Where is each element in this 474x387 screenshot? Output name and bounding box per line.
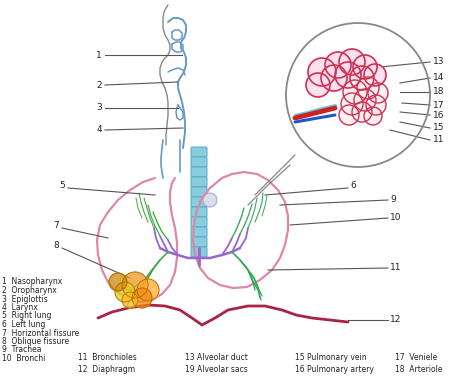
FancyBboxPatch shape xyxy=(191,227,207,237)
FancyBboxPatch shape xyxy=(191,247,207,257)
Text: 19 Alveolar sacs: 19 Alveolar sacs xyxy=(185,365,248,375)
Circle shape xyxy=(353,55,377,79)
Text: 15: 15 xyxy=(433,123,445,132)
Circle shape xyxy=(354,89,376,111)
FancyBboxPatch shape xyxy=(191,157,207,167)
Text: 16: 16 xyxy=(433,111,445,120)
Text: 13: 13 xyxy=(433,58,445,67)
Circle shape xyxy=(308,58,336,86)
Text: 12  Diaphragm: 12 Diaphragm xyxy=(78,365,135,375)
Text: 16 Pulmonary artery: 16 Pulmonary artery xyxy=(295,365,374,375)
FancyBboxPatch shape xyxy=(191,177,207,187)
Text: 17: 17 xyxy=(433,101,445,110)
FancyBboxPatch shape xyxy=(191,187,207,197)
Circle shape xyxy=(364,64,386,86)
Text: 1  Nasopharynx: 1 Nasopharynx xyxy=(2,277,62,286)
Circle shape xyxy=(350,66,374,90)
Text: 7: 7 xyxy=(53,221,59,231)
Circle shape xyxy=(109,273,127,291)
Text: 2  Oropharynx: 2 Oropharynx xyxy=(2,286,57,295)
FancyBboxPatch shape xyxy=(191,147,207,157)
Circle shape xyxy=(357,77,379,99)
Text: 11  Bronchioles: 11 Bronchioles xyxy=(78,353,137,363)
Text: 14: 14 xyxy=(433,74,444,82)
Circle shape xyxy=(352,102,372,122)
Circle shape xyxy=(306,73,330,97)
Text: 15 Pulmonary vein: 15 Pulmonary vein xyxy=(295,353,366,363)
Text: 11: 11 xyxy=(433,135,445,144)
Text: 5  Right lung: 5 Right lung xyxy=(2,312,51,320)
Circle shape xyxy=(341,93,363,115)
Circle shape xyxy=(137,279,159,301)
Text: 10: 10 xyxy=(390,214,401,223)
Text: 8: 8 xyxy=(53,241,59,250)
Text: 12: 12 xyxy=(390,315,401,325)
Text: 3  Epiglottis: 3 Epiglottis xyxy=(2,295,48,303)
Circle shape xyxy=(364,107,382,125)
FancyBboxPatch shape xyxy=(191,217,207,227)
Text: 7  Horizontal fissure: 7 Horizontal fissure xyxy=(2,329,79,337)
Circle shape xyxy=(115,282,135,302)
Circle shape xyxy=(203,193,217,207)
Circle shape xyxy=(339,49,365,75)
FancyBboxPatch shape xyxy=(191,237,207,247)
Circle shape xyxy=(368,83,388,103)
Text: 8  Oblique fissure: 8 Oblique fissure xyxy=(2,337,69,346)
Text: 6: 6 xyxy=(350,182,356,190)
Circle shape xyxy=(132,288,152,308)
Text: 18  Arteriole: 18 Arteriole xyxy=(395,365,443,375)
Circle shape xyxy=(343,80,367,104)
Text: 2: 2 xyxy=(96,80,102,89)
Text: 9: 9 xyxy=(390,195,396,204)
Circle shape xyxy=(335,62,361,88)
Text: 11: 11 xyxy=(390,264,401,272)
FancyBboxPatch shape xyxy=(191,197,207,207)
Text: 13 Alveolar duct: 13 Alveolar duct xyxy=(185,353,248,363)
Circle shape xyxy=(366,95,386,115)
Text: 3: 3 xyxy=(96,103,102,113)
Text: 9  Trachea: 9 Trachea xyxy=(2,346,42,354)
Circle shape xyxy=(122,292,138,308)
Text: 5: 5 xyxy=(59,182,65,190)
Circle shape xyxy=(321,65,347,91)
Text: 4: 4 xyxy=(96,125,102,135)
Text: 4  Larynx: 4 Larynx xyxy=(2,303,38,312)
FancyBboxPatch shape xyxy=(191,207,207,217)
Text: 6  Left lung: 6 Left lung xyxy=(2,320,46,329)
Circle shape xyxy=(339,105,359,125)
Text: 10  Bronchi: 10 Bronchi xyxy=(2,354,46,363)
Circle shape xyxy=(325,52,351,78)
Circle shape xyxy=(122,272,148,298)
Text: 1: 1 xyxy=(96,50,102,60)
Text: 17  Veniele: 17 Veniele xyxy=(395,353,437,363)
FancyBboxPatch shape xyxy=(191,167,207,177)
Text: 18: 18 xyxy=(433,87,445,96)
